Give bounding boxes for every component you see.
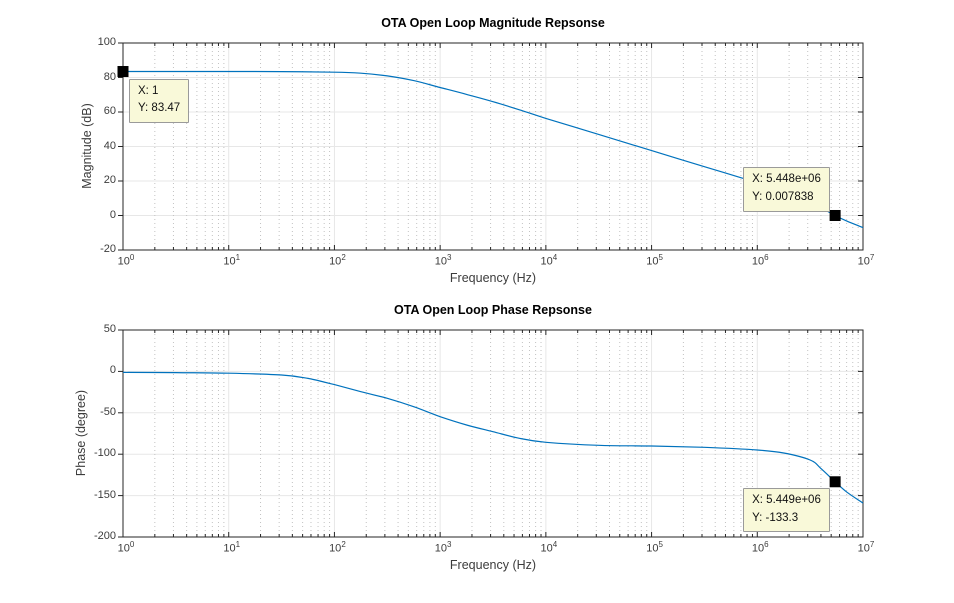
phase-curve	[122, 371, 864, 504]
y-tick-label: 0	[109, 208, 116, 221]
x-tick-label: 105	[646, 253, 663, 268]
x-tick-label: 107	[857, 253, 875, 268]
datatip-marker[interactable]	[829, 209, 841, 221]
y-tick-label: 40	[103, 139, 116, 152]
data-tip-line: X: 5.448e+06	[752, 173, 821, 186]
x-tick-label: 106	[751, 540, 769, 555]
x-tick-label: 103	[434, 540, 452, 555]
x-tick-label: 100	[117, 540, 135, 555]
x-tick-label: 107	[857, 540, 875, 555]
y-tick-label: -50	[100, 405, 116, 418]
y-tick-label: 80	[103, 70, 116, 83]
y-tick-label: 100	[97, 36, 116, 48]
y-tick-label: 20	[103, 174, 116, 186]
data-tip[interactable]: X: 5.448e+06 Y: 0.007838	[743, 167, 830, 213]
data-tip-line: X: 1	[138, 84, 159, 97]
x-tick-label: 102	[329, 253, 346, 268]
y-tick-label: -20	[100, 243, 116, 255]
phase-axes-box	[122, 329, 864, 538]
datatip-marker[interactable]	[117, 66, 129, 78]
phase-xaxis-label: Frequency (Hz)	[449, 558, 537, 572]
x-tick-label: 101	[223, 540, 241, 555]
y-tick-label: 60	[103, 105, 116, 117]
x-tick-label: 104	[540, 540, 558, 555]
magnitude-xaxis-label: Frequency (Hz)	[449, 271, 537, 285]
x-tick-label: 103	[434, 253, 452, 268]
data-tip-line: Y: 0.007838	[752, 191, 814, 204]
data-tip-line: X: 5.449e+06	[752, 493, 821, 506]
x-tick-label: 102	[329, 540, 346, 555]
phase-plot-title: OTA Open Loop Phase Repsonse	[394, 303, 592, 317]
phase-yaxis-label: Phase (degree)	[74, 389, 88, 477]
y-tick-label: -200	[93, 530, 116, 542]
x-tick-label: 105	[646, 540, 663, 555]
data-tip[interactable]: X: 1 Y: 83.47	[129, 78, 190, 124]
magnitude-plot-title: OTA Open Loop Magnitude Repsonse	[381, 16, 605, 30]
y-tick-label: -100	[93, 447, 116, 460]
data-tip[interactable]: X: 5.449e+06 Y: -133.3	[743, 487, 830, 533]
x-tick-label: 100	[117, 253, 135, 268]
datatip-marker[interactable]	[829, 476, 841, 488]
y-tick-label: 50	[103, 323, 116, 335]
y-tick-label: 0	[109, 364, 116, 377]
x-tick-label: 106	[751, 253, 769, 268]
data-tip-line: Y: 83.47	[138, 102, 181, 115]
x-tick-label: 104	[540, 253, 558, 268]
y-tick-label: -150	[93, 488, 116, 501]
data-tip-line: Y: -133.3	[752, 511, 799, 524]
x-tick-label: 101	[223, 253, 241, 268]
